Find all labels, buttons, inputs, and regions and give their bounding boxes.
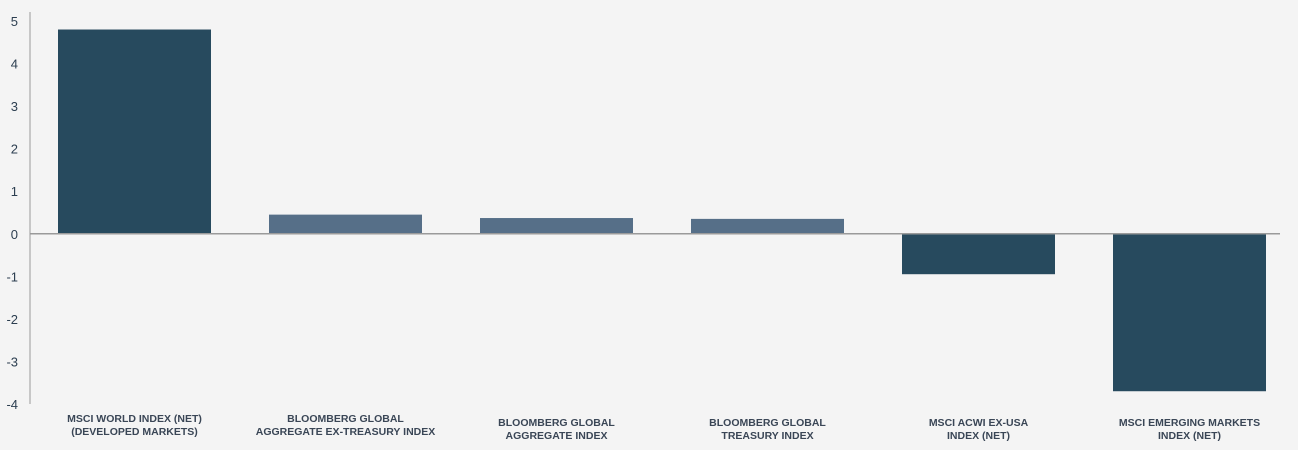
bar-1 [269, 214, 422, 234]
y-tick-label: 1 [11, 184, 18, 199]
category-label: BLOOMBERG GLOBAL TREASURY INDEX [709, 417, 826, 442]
category-label: MSCI EMERGING MARKETS INDEX (NET) [1119, 417, 1260, 442]
y-tick-label: -2 [6, 312, 18, 327]
y-tick-label: -3 [6, 354, 18, 369]
category-label: MSCI WORLD INDEX (NET) (DEVELOPED MARKETS… [67, 413, 202, 438]
bar-3 [691, 218, 844, 234]
bar-4 [902, 233, 1055, 275]
bar-0 [58, 29, 211, 234]
category-label: BLOOMBERG GLOBAL AGGREGATE EX-TREASURY IN… [256, 413, 436, 438]
y-tick-label: -1 [6, 269, 18, 284]
bar-5 [1113, 233, 1266, 392]
y-tick-label: 4 [11, 57, 18, 72]
category-label: MSCI ACWI EX-USA INDEX (NET) [929, 417, 1029, 442]
y-tick-label: 2 [11, 142, 18, 157]
category-label: BLOOMBERG GLOBAL AGGREGATE INDEX [498, 417, 615, 442]
bar-2 [480, 218, 633, 234]
y-tick-label: 5 [11, 14, 18, 29]
y-tick-label: -4 [6, 397, 18, 412]
y-tick-label: 0 [11, 227, 18, 242]
y-tick-label: 3 [11, 99, 18, 114]
